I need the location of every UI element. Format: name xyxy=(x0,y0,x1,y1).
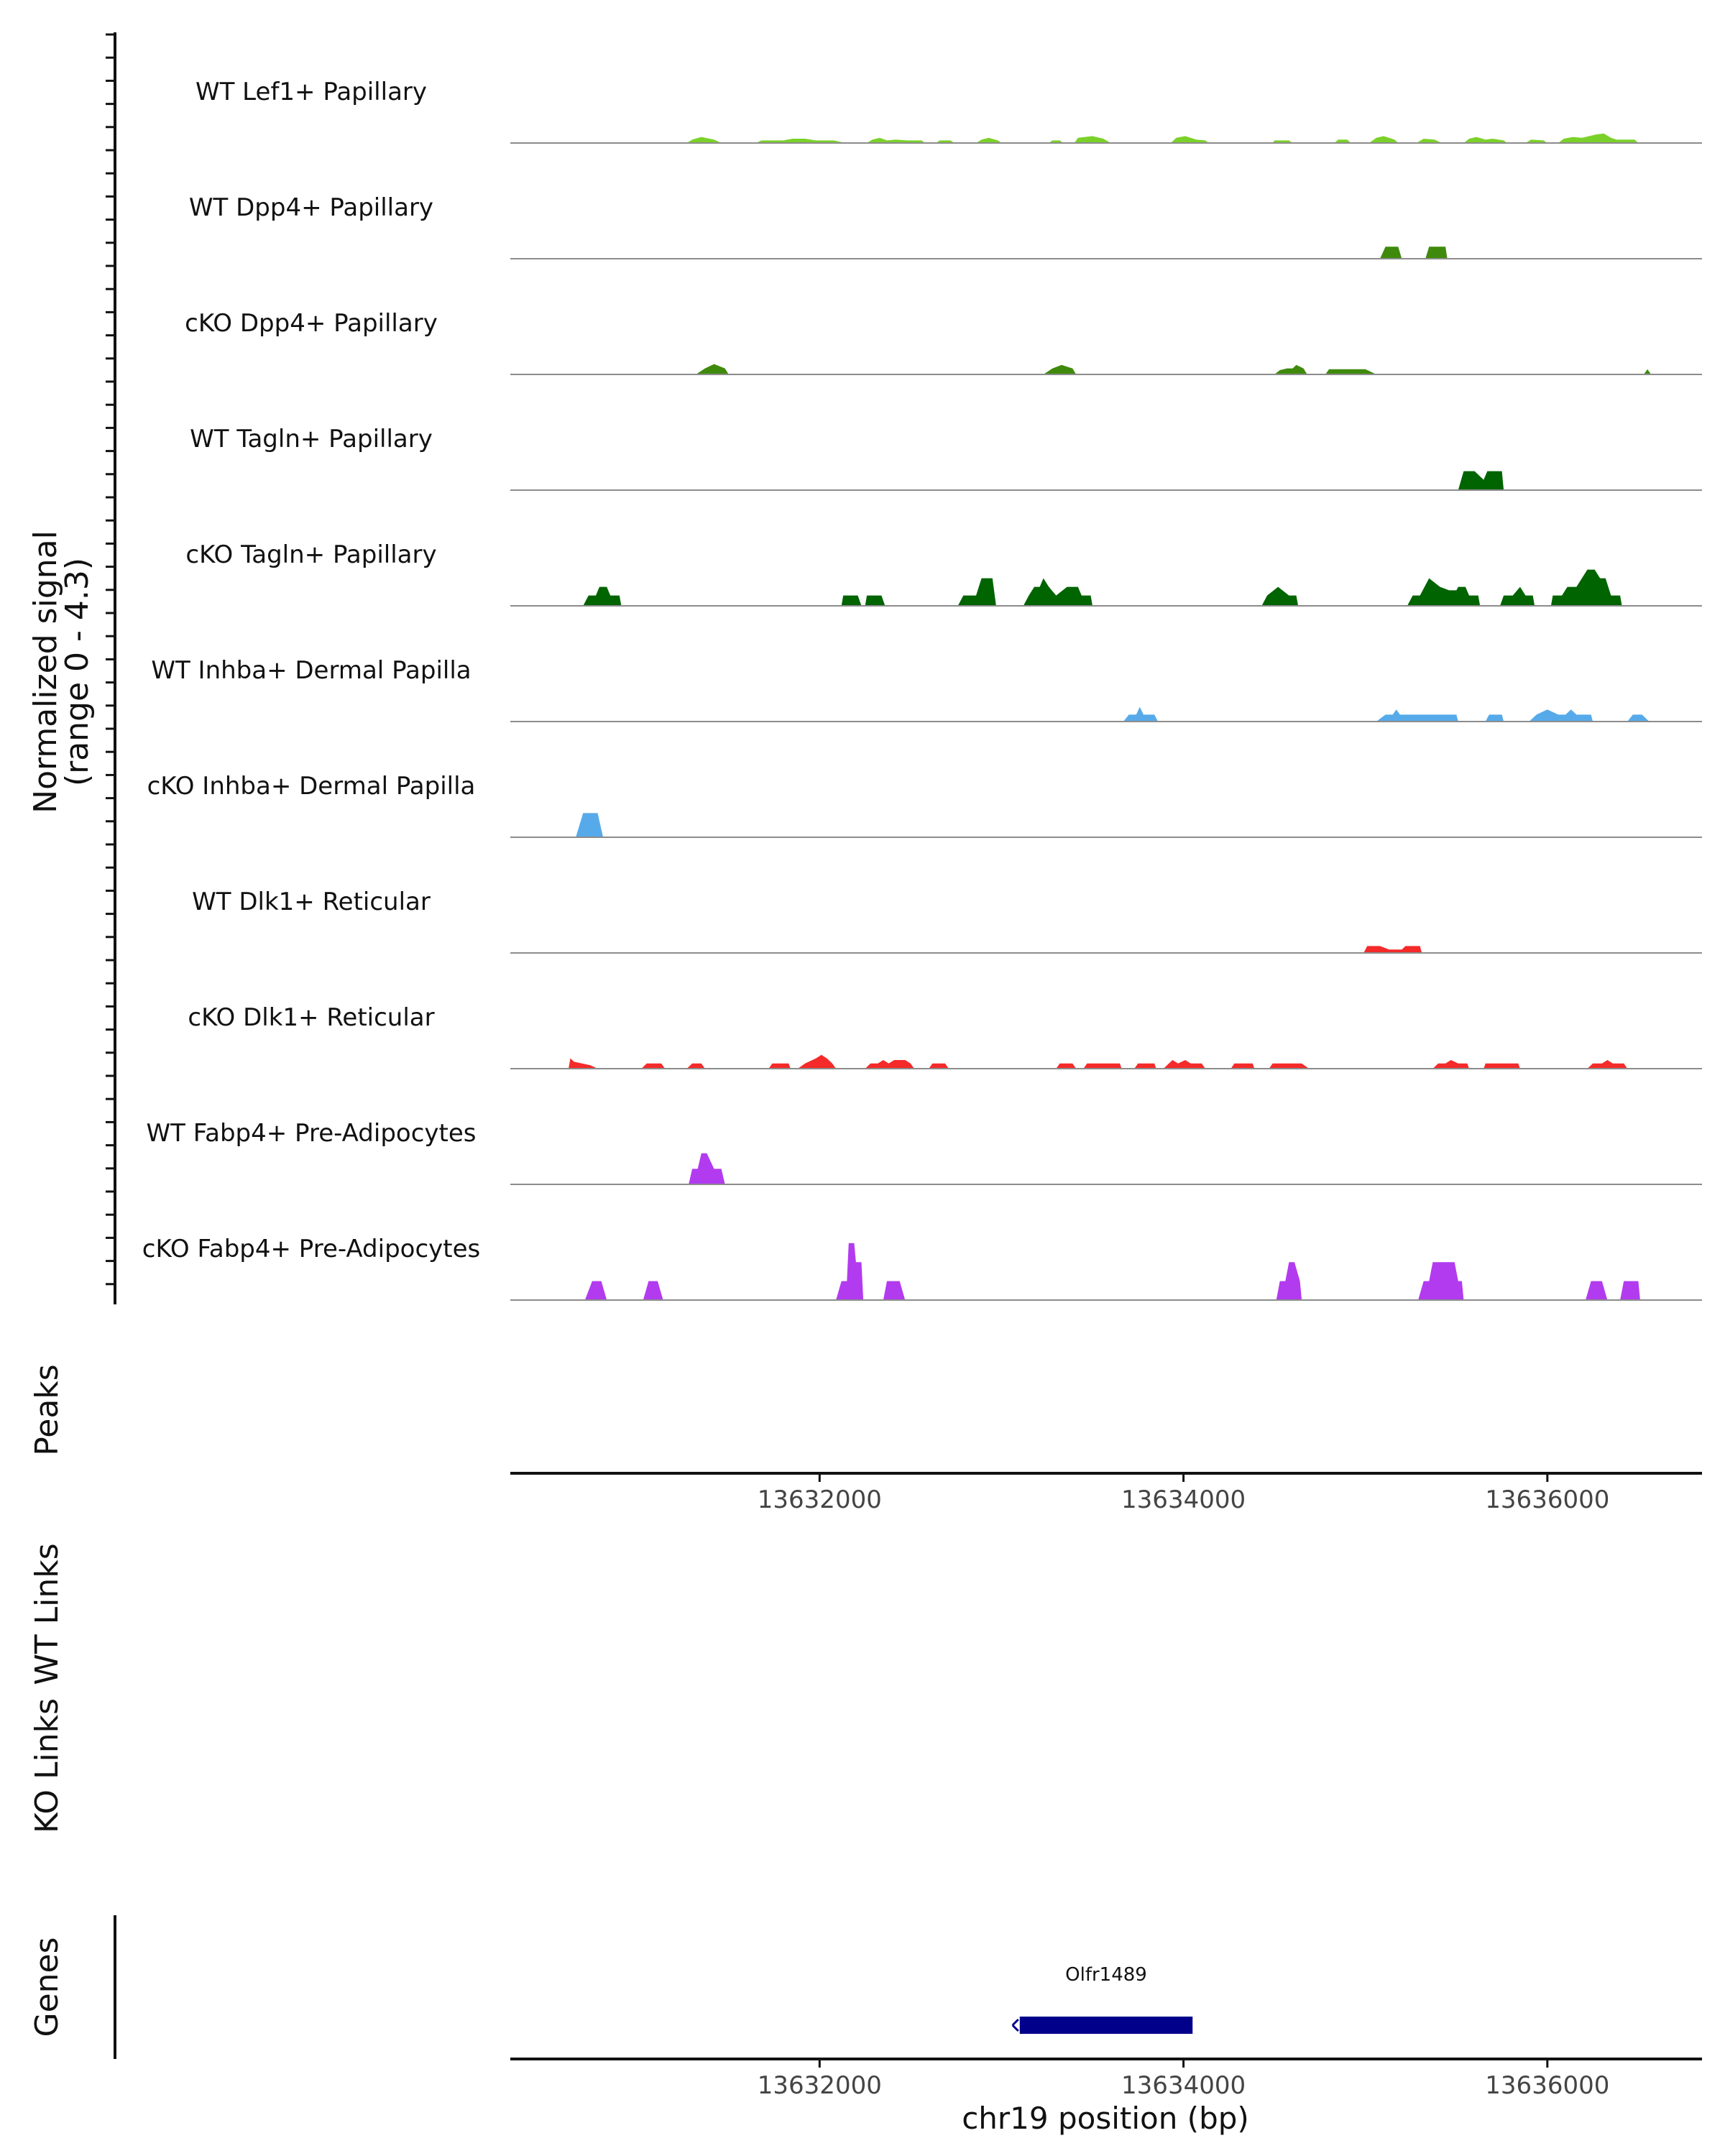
genes-x-ticks: 13632000 13634000 13636000 xyxy=(758,2059,1609,2100)
x1-tick-label: 13632000 xyxy=(758,1485,882,1514)
track-label: WT Dpp4+ Papillary xyxy=(189,193,433,222)
track-label: cKO Fabp4+ Pre-Adipocytes xyxy=(142,1235,481,1263)
track-9: cKO Dlk1+ Reticular xyxy=(188,1003,1702,1069)
track-signal-area xyxy=(689,1153,725,1184)
x2-tick-label: 13634000 xyxy=(1121,2071,1246,2100)
track-signal-area xyxy=(696,364,1652,374)
wt-links-panel-label: WT Links xyxy=(29,1543,65,1685)
track-signal-area xyxy=(1458,471,1504,490)
x1-tick-label: 13634000 xyxy=(1121,1485,1246,1514)
signal-tracks: WT Lef1+ Papillary WT Dpp4+ Papillary cKO … xyxy=(142,78,1702,1301)
signal-y-title-line2: (range 0 - 4.3) xyxy=(59,558,96,786)
gene-name-label: Olfr1489 xyxy=(1065,1964,1147,1986)
x2-tick-label: 13632000 xyxy=(758,2071,882,2100)
track-10: WT Fabp4+ Pre-Adipocytes xyxy=(147,1119,1702,1185)
track-label: cKO Tagln+ Papillary xyxy=(185,540,436,569)
x1-tick-label: 13636000 xyxy=(1485,1485,1609,1514)
ko-links-panel-label: KO Links xyxy=(29,1698,65,1833)
track-5: cKO Tagln+ Papillary xyxy=(185,540,1702,607)
track-label: cKO Dpp4+ Papillary xyxy=(185,309,438,338)
track-signal-area xyxy=(569,1054,1628,1069)
gene-strand-arrow xyxy=(1011,2018,1019,2032)
track-11: cKO Fabp4+ Pre-Adipocytes xyxy=(142,1235,1702,1301)
track-signal-area xyxy=(576,813,604,837)
gene-exon xyxy=(1019,2017,1193,2034)
signal-y-title-line1: Normalized signal xyxy=(27,530,64,814)
track-1: WT Lef1+ Papillary xyxy=(196,78,1702,144)
track-7: cKO Inhba+ Dermal Papilla xyxy=(147,772,1702,838)
peaks-panel-label: Peaks xyxy=(29,1364,65,1455)
track-label: WT Fabp4+ Pre-Adipocytes xyxy=(147,1119,477,1148)
track-label: WT Tagln+ Papillary xyxy=(190,425,433,453)
signal-y-title: Normalized signal (range 0 - 4.3) xyxy=(27,530,96,814)
track-label: cKO Dlk1+ Reticular xyxy=(188,1003,434,1032)
track-label: cKO Inhba+ Dermal Papilla xyxy=(147,772,476,801)
track-signal-area xyxy=(1363,946,1422,953)
track-signal-area xyxy=(686,133,1639,143)
track-label: WT Lef1+ Papillary xyxy=(196,78,427,106)
peaks-x-ticks: 13632000 13634000 13636000 xyxy=(758,1473,1609,1514)
track-8: WT Dlk1+ Reticular xyxy=(192,888,1702,954)
gene-track: Olfr1489 xyxy=(1011,1964,1193,2034)
track-3: cKO Dpp4+ Papillary xyxy=(185,309,1702,375)
track-signal-area xyxy=(583,569,1622,606)
track-2: WT Dpp4+ Papillary xyxy=(189,193,1702,259)
track-label: WT Dlk1+ Reticular xyxy=(192,888,431,916)
x-axis-title: chr19 position (bp) xyxy=(962,2101,1249,2136)
track-label: WT Inhba+ Dermal Papilla xyxy=(151,656,471,685)
track-signal-area xyxy=(1380,247,1448,259)
track-4: WT Tagln+ Papillary xyxy=(190,425,1702,491)
signal-y-ticks xyxy=(106,33,115,1286)
genes-panel-label: Genes xyxy=(29,1937,65,2037)
track-signal-area xyxy=(1123,706,1650,722)
x2-tick-label: 13636000 xyxy=(1485,2071,1609,2100)
track-6: WT Inhba+ Dermal Papilla xyxy=(151,656,1702,722)
track-signal-area xyxy=(584,1243,1640,1300)
